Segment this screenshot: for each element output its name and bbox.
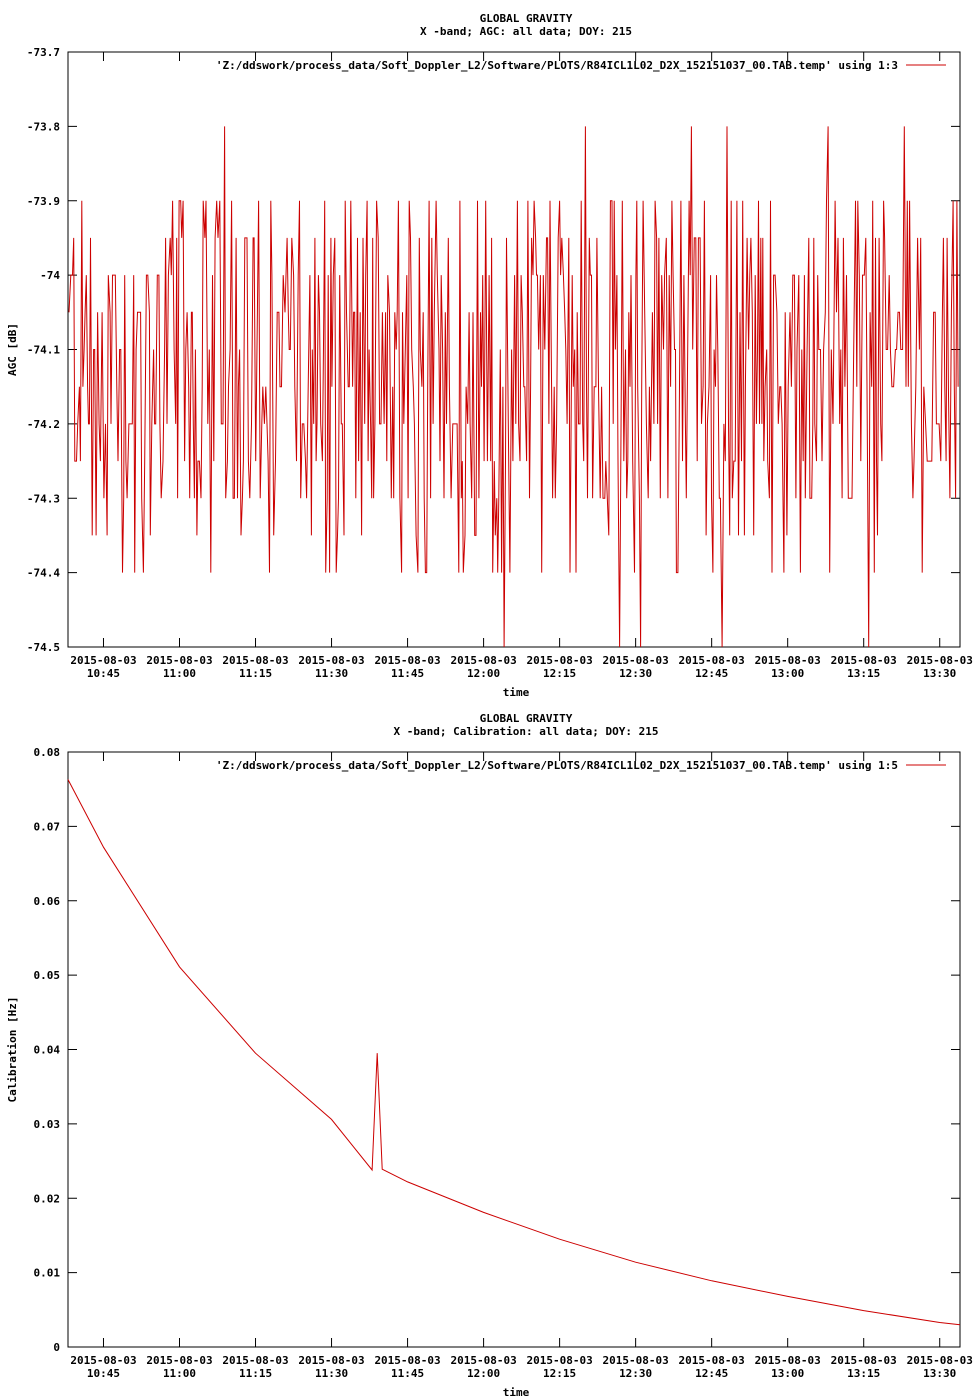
y-tick-label: 0.03 <box>34 1118 61 1131</box>
x-tick-time: 11:15 <box>239 667 272 680</box>
x-tick-time: 13:00 <box>771 667 804 680</box>
legend-label: 'Z:/ddswork/process_data/Soft_Doppler_L2… <box>216 759 898 772</box>
x-tick-time: 11:45 <box>391 667 424 680</box>
x-tick-time: 12:00 <box>467 667 500 680</box>
x-tick-date: 2015-08-03 <box>450 1354 516 1367</box>
x-tick-date: 2015-08-03 <box>526 654 592 667</box>
x-tick-time: 11:15 <box>239 1367 272 1380</box>
x-axis-label: time <box>503 1386 530 1399</box>
y-tick-label: -74.4 <box>27 567 60 580</box>
x-tick-time: 11:00 <box>163 1367 196 1380</box>
y-tick-label: -74.1 <box>27 344 60 357</box>
x-tick-date: 2015-08-03 <box>603 654 669 667</box>
x-tick-date: 2015-08-03 <box>298 1354 364 1367</box>
x-tick-time: 13:15 <box>847 1367 880 1380</box>
y-tick-label: 0.04 <box>34 1044 61 1057</box>
x-tick-date: 2015-08-03 <box>222 654 288 667</box>
y-axis-label: AGC [dB] <box>6 323 19 376</box>
y-tick-label: -74.5 <box>27 641 60 654</box>
y-tick-label: 0.07 <box>34 820 61 833</box>
x-tick-time: 12:00 <box>467 1367 500 1380</box>
y-tick-label: 0.05 <box>34 969 61 982</box>
y-tick-label: -73.9 <box>27 195 60 208</box>
x-tick-time: 10:45 <box>87 1367 120 1380</box>
plot-area <box>67 751 961 1348</box>
x-tick-date: 2015-08-03 <box>907 1354 973 1367</box>
x-tick-date: 2015-08-03 <box>755 1354 821 1367</box>
x-tick-date: 2015-08-03 <box>374 1354 440 1367</box>
x-tick-date: 2015-08-03 <box>450 654 516 667</box>
x-tick-time: 12:15 <box>543 1367 576 1380</box>
y-tick-label: 0.06 <box>34 895 61 908</box>
y-tick-label: -73.8 <box>27 120 60 133</box>
x-tick-time: 12:45 <box>695 667 728 680</box>
x-tick-time: 11:30 <box>315 1367 348 1380</box>
x-tick-date: 2015-08-03 <box>374 654 440 667</box>
chart-title: GLOBAL GRAVITY <box>480 712 573 725</box>
x-tick-time: 12:15 <box>543 667 576 680</box>
x-tick-time: 13:30 <box>923 1367 956 1380</box>
y-tick-label: -73.7 <box>27 46 60 59</box>
x-tick-time: 13:15 <box>847 667 880 680</box>
y-tick-label: 0.08 <box>34 746 61 759</box>
x-tick-time: 13:30 <box>923 667 956 680</box>
y-tick-label: -74 <box>40 269 60 282</box>
x-tick-date: 2015-08-03 <box>146 654 212 667</box>
x-tick-time: 13:00 <box>771 1367 804 1380</box>
x-tick-date: 2015-08-03 <box>755 654 821 667</box>
chart-subtitle: X -band; AGC: all data; DOY: 215 <box>420 25 632 38</box>
x-tick-date: 2015-08-03 <box>679 1354 745 1367</box>
x-tick-date: 2015-08-03 <box>146 1354 212 1367</box>
y-tick-label: -74.3 <box>27 492 60 505</box>
chart-title: GLOBAL GRAVITY <box>480 12 573 25</box>
x-tick-time: 11:00 <box>163 667 196 680</box>
x-tick-date: 2015-08-03 <box>831 1354 897 1367</box>
x-axis-label: time <box>503 686 530 699</box>
x-tick-time: 12:30 <box>619 667 652 680</box>
series-line <box>68 126 959 648</box>
x-tick-date: 2015-08-03 <box>907 654 973 667</box>
series-line <box>67 779 961 1326</box>
x-tick-date: 2015-08-03 <box>222 1354 288 1367</box>
x-tick-time: 10:45 <box>87 667 120 680</box>
x-tick-date: 2015-08-03 <box>526 1354 592 1367</box>
y-tick-label: 0.02 <box>34 1192 61 1205</box>
x-tick-time: 11:30 <box>315 667 348 680</box>
x-tick-time: 12:45 <box>695 1367 728 1380</box>
x-tick-date: 2015-08-03 <box>679 654 745 667</box>
chart-subtitle: X -band; Calibration: all data; DOY: 215 <box>394 725 659 738</box>
y-tick-label: -74.2 <box>27 418 60 431</box>
y-tick-label: 0.01 <box>34 1267 61 1280</box>
legend-label: 'Z:/ddswork/process_data/Soft_Doppler_L2… <box>216 59 898 72</box>
x-tick-date: 2015-08-03 <box>298 654 364 667</box>
y-tick-label: 0 <box>53 1341 60 1354</box>
x-tick-date: 2015-08-03 <box>603 1354 669 1367</box>
x-tick-date: 2015-08-03 <box>70 1354 136 1367</box>
x-tick-time: 11:45 <box>391 1367 424 1380</box>
y-axis-label: Calibration [Hz] <box>6 997 19 1103</box>
x-tick-date: 2015-08-03 <box>831 654 897 667</box>
x-tick-date: 2015-08-03 <box>70 654 136 667</box>
x-tick-time: 12:30 <box>619 1367 652 1380</box>
